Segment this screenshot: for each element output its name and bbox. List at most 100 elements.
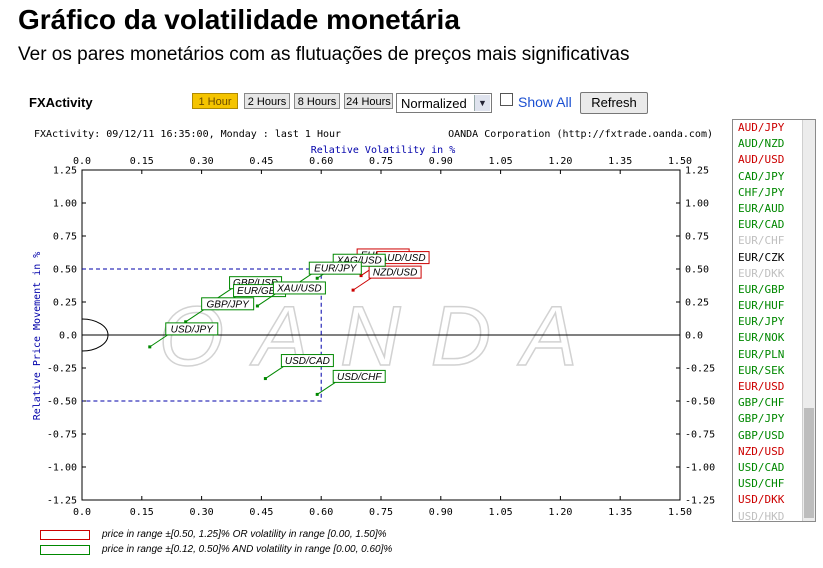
time-button-2-hours[interactable]: 2 Hours	[244, 93, 290, 109]
pair-list-item[interactable]: EUR/AUD	[738, 201, 785, 215]
x-tick-label-top: 1.05	[489, 156, 513, 167]
pair-list-item[interactable]: USD/DKK	[738, 493, 785, 507]
data-point	[255, 304, 259, 308]
point-label-box	[332, 369, 386, 383]
origin-arc	[81, 318, 109, 352]
pair-list-item[interactable]: EUR/HUF	[738, 299, 785, 313]
legend-red-swatch	[40, 530, 90, 540]
currency-pair-list[interactable]: AUD/JPY AUD/NZD AUD/USD CAD/JPY CHF/JPY EUR/A…	[732, 119, 816, 522]
time-button-1-hour[interactable]: 1 Hour	[192, 93, 238, 109]
mode-select[interactable]: Normalized ▼	[396, 93, 492, 113]
pair-list-item[interactable]: CAD/JPY	[738, 169, 785, 183]
point-leader-line	[185, 309, 204, 323]
pair-list-item[interactable]: GBP/USD	[738, 428, 785, 442]
y-tick-label-right: 1.00	[685, 199, 709, 210]
legend-green-text: price in range ±[0.12, 0.50]% AND volati…	[102, 544, 393, 555]
x-tick-label-bottom: 0.30	[190, 507, 214, 518]
pair-list-item[interactable]: EUR/JPY	[738, 315, 785, 329]
time-button-24-hours[interactable]: 24 Hours	[344, 93, 393, 109]
pair-list-item[interactable]: EUR/CHF	[738, 234, 785, 248]
point-label: XAU/USD	[276, 283, 321, 294]
point-label: GBP/JPY	[207, 299, 251, 310]
y-tick-label-left: -0.50	[47, 397, 77, 408]
x-tick-label-bottom: 1.20	[548, 507, 572, 518]
chart-header-left: FXActivity: 09/12/11 16:35:00, Monday : …	[34, 129, 341, 140]
point-label-box	[280, 354, 334, 368]
y-tick-label-left: -1.00	[47, 463, 77, 474]
point-label: AUD/USD	[380, 253, 426, 264]
y-tick-label-left: -1.25	[47, 496, 77, 507]
pair-list-item[interactable]: USD/HKD	[738, 509, 785, 522]
point-leader-line	[149, 334, 169, 348]
x-tick-label-top: 0.90	[429, 156, 453, 167]
pair-list-item[interactable]: EUR/USD	[738, 380, 785, 393]
point-label: NZD/USD	[373, 268, 417, 279]
pair-list-item[interactable]: AUD/JPY	[738, 121, 785, 134]
pair-list-item[interactable]: USD/CHF	[738, 477, 785, 491]
chevron-down-icon[interactable]: ▼	[474, 95, 490, 111]
pair-list-scrollbar[interactable]	[802, 120, 815, 521]
fxactivity-label: FXActivity	[29, 95, 93, 110]
x-axis-label: Relative Volatility in %	[311, 145, 456, 156]
pair-list-item[interactable]: EUR/SEK	[738, 363, 785, 377]
mode-select-value: Normalized	[401, 96, 467, 111]
data-point	[359, 274, 363, 278]
y-tick-label-right: -1.25	[685, 496, 715, 507]
x-tick-label-top: 0.0	[73, 156, 91, 167]
y-tick-label-right: -0.50	[685, 397, 715, 408]
pair-list-item[interactable]: EUR/PLN	[738, 347, 785, 361]
data-point	[263, 377, 267, 381]
pair-list-item[interactable]: AUD/NZD	[738, 137, 785, 151]
pair-list-item[interactable]: EUR/DKK	[738, 266, 785, 280]
pair-list-item[interactable]: USD/CAD	[738, 460, 785, 474]
chart-header-right: OANDA Corporation (http://fxtrade.oanda.…	[448, 129, 713, 140]
point-label-box	[272, 281, 326, 295]
page-subtitle: Ver os pares monetários com as flutuaçõe…	[18, 44, 630, 65]
data-point	[184, 320, 188, 324]
scrollbar-thumb[interactable]	[804, 408, 814, 518]
pair-list-item[interactable]: GBP/JPY	[738, 412, 785, 426]
pair-list-item[interactable]: EUR/CZK	[738, 250, 785, 264]
reference-box	[82, 268, 322, 402]
x-tick-label-top: 1.50	[668, 156, 692, 167]
y-tick-label-left: 0.0	[59, 331, 77, 342]
y-tick-label-right: 0.75	[685, 232, 709, 243]
point-label-box	[165, 322, 219, 336]
time-button-8-hours[interactable]: 8 Hours	[294, 93, 340, 109]
pair-list-item[interactable]: EUR/GBP	[738, 282, 785, 296]
pair-list-item[interactable]: AUD/USD	[738, 153, 785, 167]
legend-green-row: price in range ±[0.12, 0.50]% AND volati…	[40, 544, 460, 557]
y-tick-label-left: 0.75	[53, 232, 77, 243]
x-tick-label-bottom: 1.05	[489, 507, 513, 518]
legend-green-swatch	[40, 545, 90, 555]
point-label: EUR/JPY	[314, 264, 358, 275]
data-point	[315, 276, 319, 280]
pair-list-item[interactable]: EUR/NOK	[738, 331, 785, 345]
x-tick-label-top: 0.30	[190, 156, 214, 167]
show-all-checkbox[interactable]	[500, 93, 513, 106]
point-label: XAG/USD	[336, 256, 382, 267]
pair-list-item[interactable]: NZD/USD	[738, 444, 785, 458]
point-label-box	[368, 265, 422, 279]
x-tick-label-top: 0.75	[369, 156, 393, 167]
x-tick-label-bottom: 0.90	[429, 507, 453, 518]
x-tick-label-top: 0.45	[249, 156, 273, 167]
x-tick-label-bottom: 0.75	[369, 507, 393, 518]
point-label: USD/CHF	[337, 372, 382, 383]
point-label: USD/JPY	[171, 324, 215, 335]
pair-list-item[interactable]: GBP/CHF	[738, 396, 785, 410]
y-tick-label-right: -1.00	[685, 463, 715, 474]
x-tick-label-bottom: 0.15	[130, 507, 154, 518]
y-tick-label-left: 0.25	[53, 298, 77, 309]
refresh-button[interactable]: Refresh	[580, 92, 648, 114]
x-tick-label-bottom: 1.35	[608, 507, 632, 518]
volatility-chart: FXActivity: 09/12/11 16:35:00, Monday : …	[32, 129, 715, 518]
y-tick-label-right: 0.25	[685, 298, 709, 309]
y-tick-label-left: -0.75	[47, 430, 77, 441]
x-tick-label-bottom: 1.50	[668, 507, 692, 518]
show-all-label[interactable]: Show All	[518, 94, 572, 110]
x-tick-label-bottom: 0.0	[73, 507, 91, 518]
x-tick-label-top: 0.15	[130, 156, 154, 167]
pair-list-item[interactable]: CHF/JPY	[738, 185, 785, 199]
pair-list-item[interactable]: EUR/CAD	[738, 218, 785, 232]
